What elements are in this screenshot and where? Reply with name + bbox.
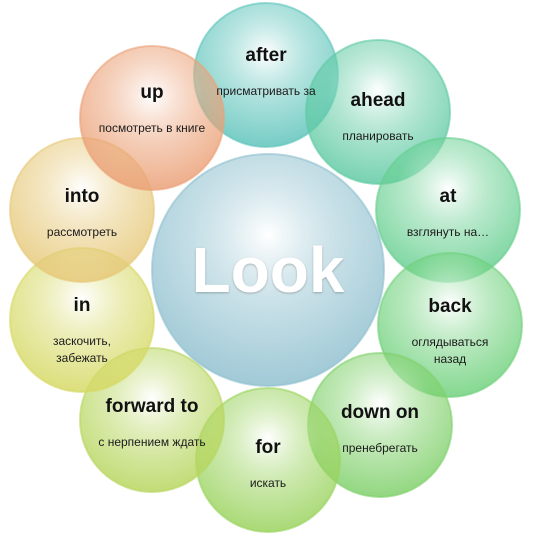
bubble-center [151,153,385,387]
center-word: Look [191,234,345,306]
bubble-up [79,45,225,191]
